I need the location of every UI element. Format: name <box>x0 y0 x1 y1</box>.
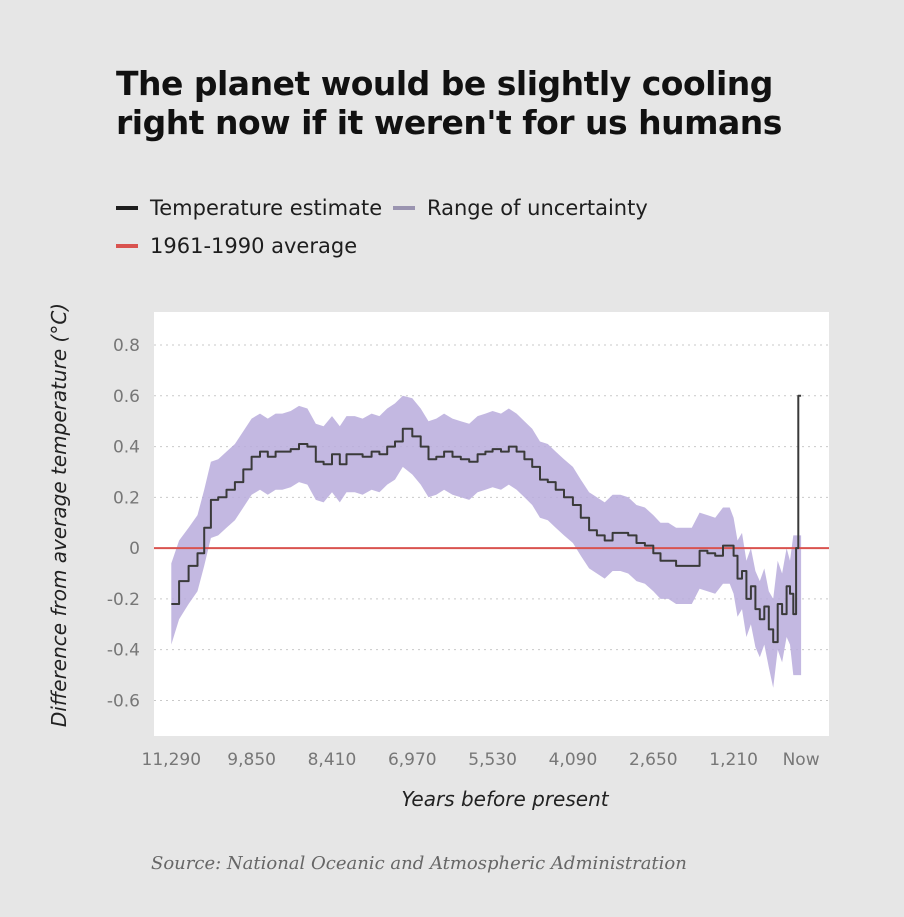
x-tick-labels: 11,290 9,850 8,410 6,970 5,530 4,090 2,650 1,21… <box>142 750 820 770</box>
x-tick-label: 1,210 <box>709 750 758 770</box>
y-tick-label: -0.4 <box>107 641 140 661</box>
chart-title: The planet would be slightly cooling rig… <box>116 64 782 142</box>
x-axis-title: Years before present <box>401 787 609 811</box>
legend-item-average: 1961-1990 average <box>116 234 357 258</box>
y-tick-labels: 0.8 0.6 0.4 0.2 0 -0.2 -0.4 -0.6 <box>107 336 140 711</box>
x-tick-label: 4,090 <box>549 750 598 770</box>
legend-swatch-uncertainty <box>393 206 415 210</box>
legend-swatch-average <box>116 244 138 248</box>
y-tick-label: 0.8 <box>113 336 140 356</box>
y-tick-label: 0.6 <box>113 387 140 407</box>
x-tick-label: 8,410 <box>308 750 357 770</box>
legend-item-estimate: Temperature estimate <box>116 196 382 220</box>
source-note: Source: National Oceanic and Atmospheric… <box>151 853 687 874</box>
temperature-estimate-line <box>171 394 802 644</box>
x-tick-label: 11,290 <box>142 750 201 770</box>
x-tick-label: 5,530 <box>468 750 517 770</box>
x-tick-label: 2,650 <box>629 750 678 770</box>
legend-label-average: 1961-1990 average <box>150 234 358 258</box>
x-tick-label: Now <box>783 750 820 770</box>
legend-label-uncertainty: Range of uncertainty <box>427 196 648 220</box>
legend-label-estimate: Temperature estimate <box>150 196 383 220</box>
legend-swatch-estimate <box>116 206 138 210</box>
y-tick-label: 0.2 <box>113 488 140 508</box>
y-tick-label: 0 <box>129 539 140 559</box>
legend-item-uncertainty: Range of uncertainty <box>393 196 648 220</box>
y-tick-label: -0.2 <box>107 590 140 610</box>
uncertainty-band <box>171 395 802 688</box>
x-tick-label: 6,970 <box>388 750 437 770</box>
x-tick-label: 9,850 <box>227 750 276 770</box>
y-tick-label: 0.4 <box>113 438 140 458</box>
y-tick-label: -0.6 <box>107 691 140 711</box>
y-axis-title: Difference from average temperature (°C) <box>47 303 71 727</box>
